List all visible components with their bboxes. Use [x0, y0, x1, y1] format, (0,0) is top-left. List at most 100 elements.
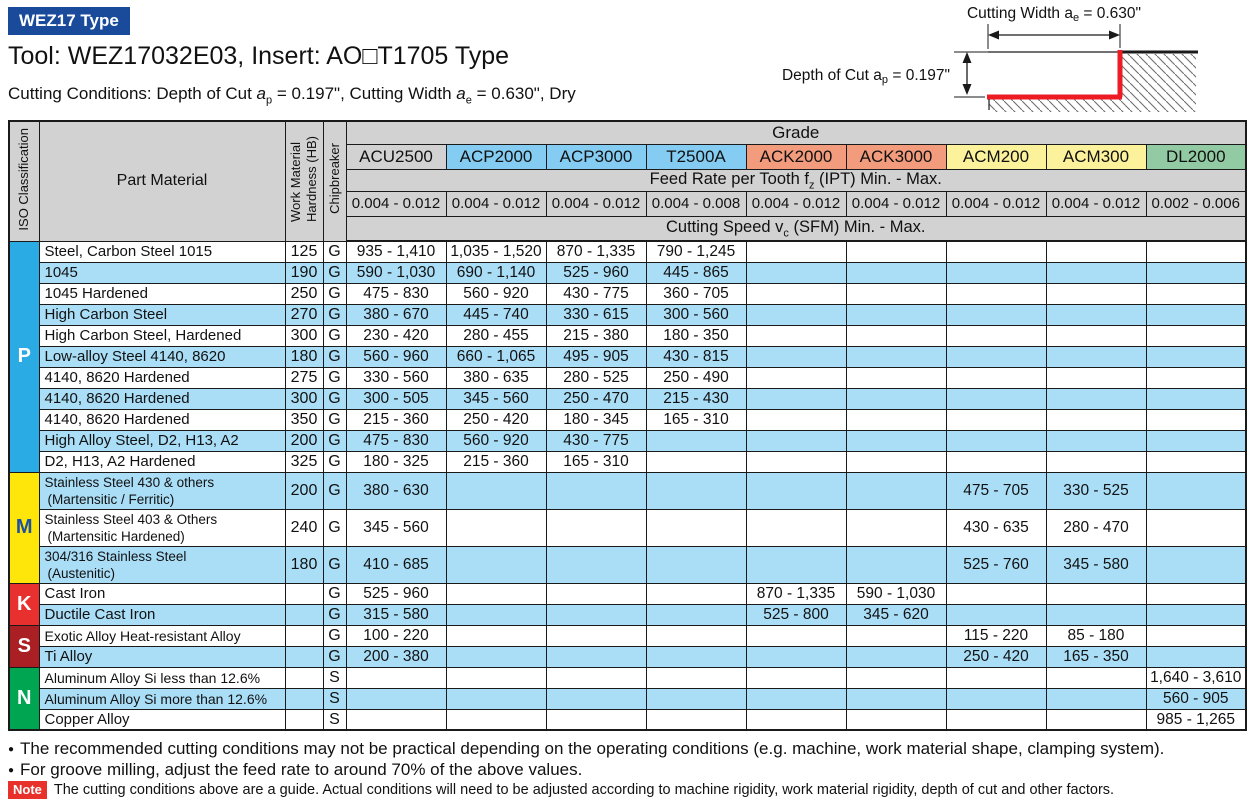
cutting-speed-cell-t2500a: [645, 471, 747, 510]
cutting-speed-cell-acp3000: [545, 545, 647, 584]
cutting-speed-cell-ack3000: [845, 366, 947, 389]
cutting-speed-cell-acp2000: 690 - 1,140: [445, 261, 547, 284]
footnote-1-text: The recommended cutting conditions may n…: [20, 739, 1165, 758]
part-material-cell: Exotic Alloy Heat-resistant Alloy: [38, 624, 286, 647]
cutting-speed-cell-dl2000: [1145, 408, 1247, 431]
material-row: D2, H13, A2 Hardened 325 G 180 - 325 215 - 3…: [9, 450, 1247, 473]
cutting-speed-cell-acp2000: 345 - 560: [445, 387, 547, 410]
chipbreaker-cell: G: [322, 624, 347, 647]
feed-rate-row: 0.004 - 0.012 0.004 - 0.012 0.004 - 0.012 0…: [9, 190, 1247, 217]
hardness-cell: [284, 666, 324, 689]
cutting-speed-cell-acm300: [1045, 240, 1147, 263]
feed-rate-acu2500: 0.004 - 0.012: [345, 190, 447, 217]
grade-header-dl2000: DL2000: [1145, 143, 1247, 170]
cutting-speed-cell-acp3000: 250 - 470: [545, 387, 647, 410]
material-row: 1045 Hardened 250 G 475 - 830 560 - 920 430 -…: [9, 282, 1247, 305]
hardness-cell: [284, 687, 324, 710]
cutting-speed-cell-t2500a: [645, 687, 747, 710]
cutting-speed-cell-t2500a: 300 - 560: [645, 303, 747, 326]
feed-rate-acp3000: 0.004 - 0.012: [545, 190, 647, 217]
cutting-speed-cell-acp3000: [545, 708, 647, 731]
cutting-speed-cell-t2500a: 445 - 865: [645, 261, 747, 284]
type-badge: WEZ17 Type: [8, 7, 130, 35]
part-material-cell: 4140, 8620 Hardened: [38, 366, 286, 389]
cutting-speed-cell-t2500a: [645, 429, 747, 452]
cutting-speed-cell-acp3000: [545, 624, 647, 647]
chipbreaker-cell: G: [322, 324, 347, 347]
chipbreaker-cell: G: [322, 282, 347, 305]
cutting-speed-cell-ack2000: 870 - 1,335: [745, 582, 847, 605]
cutting-speed-cell-acu2500: 180 - 325: [345, 450, 447, 473]
page-title: Tool: WEZ17032E03, Insert: AO□T1705 Type: [8, 42, 510, 70]
cutting-speed-cell-acm300: 280 - 470: [1045, 508, 1147, 547]
cutting-speed-cell-t2500a: 180 - 350: [645, 324, 747, 347]
cutting-speed-cell-ack2000: [745, 282, 847, 305]
cutting-speed-cell-acp2000: 445 - 740: [445, 303, 547, 326]
hardness-cell: [284, 645, 324, 668]
cutting-speed-cell-acp2000: 560 - 920: [445, 429, 547, 452]
part-material-header: Part Material: [38, 120, 286, 242]
cutting-speed-cell-acu2500: 100 - 220: [345, 624, 447, 647]
cutting-speed-header: Cutting Speed vc (SFM) Min. - Max.: [345, 215, 1247, 243]
cutting-speed-cell-t2500a: [645, 624, 747, 647]
cutting-speed-cell-ack2000: [745, 687, 847, 710]
cutting-speed-cell-ack3000: [845, 471, 947, 510]
cutting-speed-cell-acm200: [945, 303, 1047, 326]
cutting-speed-cell-dl2000: [1145, 645, 1247, 668]
cutting-speed-cell-ack2000: [745, 450, 847, 473]
cutting-speed-cell-acp2000: [445, 603, 547, 626]
cutting-speed-cell-ack2000: [745, 240, 847, 263]
cutting-speed-cell-acm200: [945, 429, 1047, 452]
part-material-cell: 1045: [38, 261, 286, 284]
chipbreaker-cell: G: [322, 366, 347, 389]
cutting-speed-cell-acu2500: 315 - 580: [345, 603, 447, 626]
cutting-speed-cell-ack2000: [745, 387, 847, 410]
cutting-speed-cell-dl2000: [1145, 582, 1247, 605]
cutting-speed-cell-acm200: [945, 708, 1047, 731]
work-material-hardness-header: Work MaterialHardness (HB): [284, 120, 324, 242]
cutting-speed-cell-ack3000: [845, 666, 947, 689]
part-material-cell: High Carbon Steel: [38, 303, 286, 326]
grade-header-acp2000: ACP2000: [445, 143, 547, 170]
grade-header-acm300: ACM300: [1045, 143, 1147, 170]
cutting-speed-cell-acm200: 430 - 635: [945, 508, 1047, 547]
cut-profile-diagram: Cutting Width ae = 0.630" Depth of Cut a…: [770, 2, 1252, 118]
cutting-speed-cell-t2500a: 165 - 310: [645, 408, 747, 431]
cutting-speed-cell-ack3000: [845, 345, 947, 368]
cutting-speed-cell-acu2500: 345 - 560: [345, 508, 447, 547]
hardness-cell: 180: [284, 345, 324, 368]
cutting-speed-cell-acu2500: 410 - 685: [345, 545, 447, 584]
cutting-speed-cell-ack3000: 345 - 620: [845, 603, 947, 626]
hardness-cell: [284, 582, 324, 605]
cutting-speed-cell-acp3000: 525 - 960: [545, 261, 647, 284]
cutting-speed-cell-ack2000: [745, 261, 847, 284]
part-material-cell: 4140, 8620 Hardened: [38, 408, 286, 431]
part-material-cell: 1045 Hardened: [38, 282, 286, 305]
part-material-cell: Cast Iron: [38, 582, 286, 605]
hardness-cell: 350: [284, 408, 324, 431]
iso-class-k: K: [8, 582, 40, 626]
cutting-speed-cell-acp2000: 1,035 - 1,520: [445, 240, 547, 263]
grade-header-acm200: ACM200: [945, 143, 1047, 170]
chipbreaker-header: Chipbreaker: [322, 120, 347, 242]
cutting-speed-cell-acm300: [1045, 366, 1147, 389]
cutting-speed-cell-t2500a: 250 - 490: [645, 366, 747, 389]
cutting-speed-cell-acp3000: [545, 603, 647, 626]
chipbreaker-cell: G: [322, 387, 347, 410]
footnote-1: ● The recommended cutting conditions may …: [8, 739, 1164, 759]
cutting-speed-cell-acp3000: 280 - 525: [545, 366, 647, 389]
footnote-2-text: For groove milling, adjust the feed rate…: [20, 760, 583, 779]
feed-rate-ack3000: 0.004 - 0.012: [845, 190, 947, 217]
cutting-speed-cell-dl2000: [1145, 303, 1247, 326]
cutting-speed-cell-dl2000: [1145, 624, 1247, 647]
cutting-speed-cell-ack2000: [745, 645, 847, 668]
part-material-cell: Ti Alloy: [38, 645, 286, 668]
material-row: High Carbon Steel 270 G 380 - 670 445 - 740 3…: [9, 303, 1247, 326]
cutting-speed-cell-ack3000: [845, 429, 947, 452]
iso-classification-header: ISO Classification: [8, 120, 40, 242]
cutting-speed-cell-acp2000: [445, 508, 547, 547]
cutting-speed-cell-ack3000: [845, 450, 947, 473]
cutting-speed-cell-acu2500: [345, 708, 447, 731]
cutting-speed-cell-ack3000: [845, 240, 947, 263]
cutting-speed-cell-ack3000: [845, 624, 947, 647]
